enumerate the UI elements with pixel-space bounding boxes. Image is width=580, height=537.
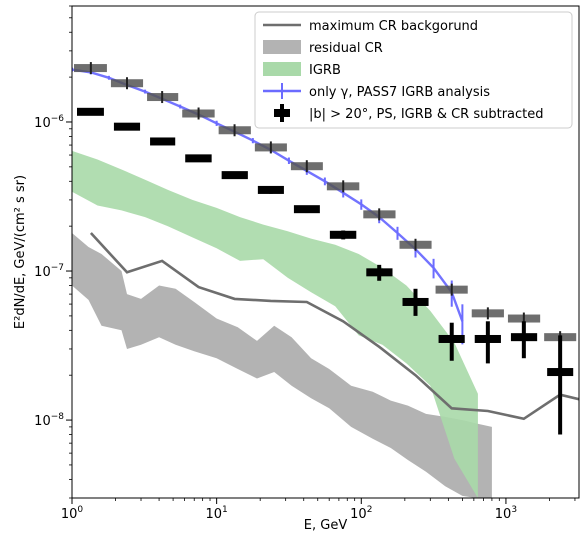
points-layer bbox=[74, 62, 577, 435]
x-tick-label: 100 bbox=[61, 505, 84, 522]
legend-label: residual CR bbox=[309, 41, 383, 56]
residual-cr-band bbox=[72, 233, 492, 498]
legend-swatch-igrb bbox=[263, 62, 301, 76]
x-tick-label: 101 bbox=[206, 505, 228, 522]
legend-swatch-residual-cr bbox=[263, 40, 301, 54]
igrb-band bbox=[72, 150, 478, 498]
bands-layer bbox=[72, 150, 492, 498]
legend: maximum CR backgorund residual CR IGRB only… bbox=[254, 11, 573, 129]
y-tick-label: 10−6 bbox=[34, 114, 64, 131]
y-tick-label: 10−7 bbox=[34, 263, 64, 280]
y-tick-label: 10−8 bbox=[34, 412, 64, 429]
legend-label: |b| > 20°, PS, IGRB & CR subtracted bbox=[309, 107, 544, 122]
legend-label: IGRB bbox=[309, 63, 341, 78]
x-axis-label: E, GeV bbox=[304, 518, 348, 533]
x-tick-label: 102 bbox=[350, 505, 372, 522]
x-tick-label: 103 bbox=[495, 505, 517, 522]
legend-box bbox=[254, 11, 573, 129]
legend-label: maximum CR backgorund bbox=[309, 19, 478, 34]
max-cr-line bbox=[89, 232, 579, 421]
y-axis-label: E²dN/dE, GeV/(cm² s sr) bbox=[13, 175, 28, 329]
legend-label: only γ, PASS7 IGRB analysis bbox=[309, 85, 490, 100]
plot-frame bbox=[71, 5, 580, 499]
